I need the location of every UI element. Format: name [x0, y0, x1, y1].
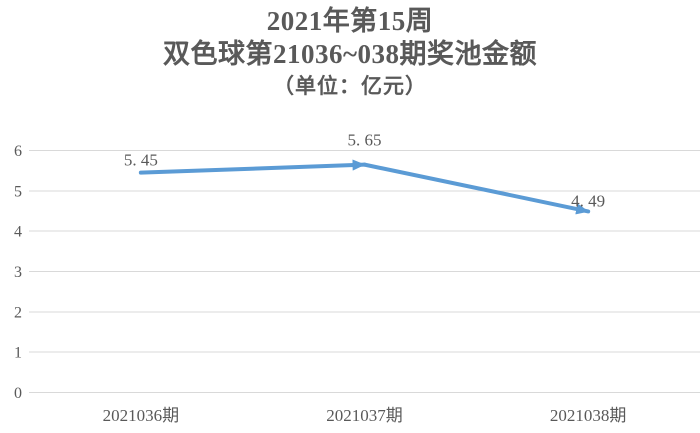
y-axis-tick-label: 5	[14, 183, 22, 200]
chart-title: 2021年第15周	[266, 6, 434, 36]
chart-unit-label: （单位：亿元）	[273, 74, 427, 98]
data-point-label: 5. 45	[124, 151, 158, 170]
x-axis-category-label: 2021036期	[103, 406, 180, 425]
y-axis-tick-label: 0	[14, 385, 22, 402]
line-segment-arrow	[362, 162, 591, 215]
y-axis-tick-label: 4	[14, 224, 22, 241]
chart-subtitle: 双色球第21036~038期奖池金额	[162, 39, 538, 69]
y-axis-tick-label: 2	[14, 304, 22, 321]
chart-title-block: 2021年第15周 双色球第21036~038期奖池金额 （单位：亿元）	[0, 5, 700, 101]
y-axis-tick-label: 3	[14, 264, 22, 281]
y-axis-tick-label: 6	[14, 143, 22, 160]
data-point-label: 4. 49	[571, 191, 605, 210]
line-segment-arrow	[138, 159, 367, 175]
x-axis-category-label: 2021038期	[550, 406, 627, 425]
x-axis-category-label: 2021037期	[326, 406, 403, 425]
data-point-label: 5. 65	[348, 131, 382, 150]
y-axis-tick-label: 1	[14, 345, 22, 362]
